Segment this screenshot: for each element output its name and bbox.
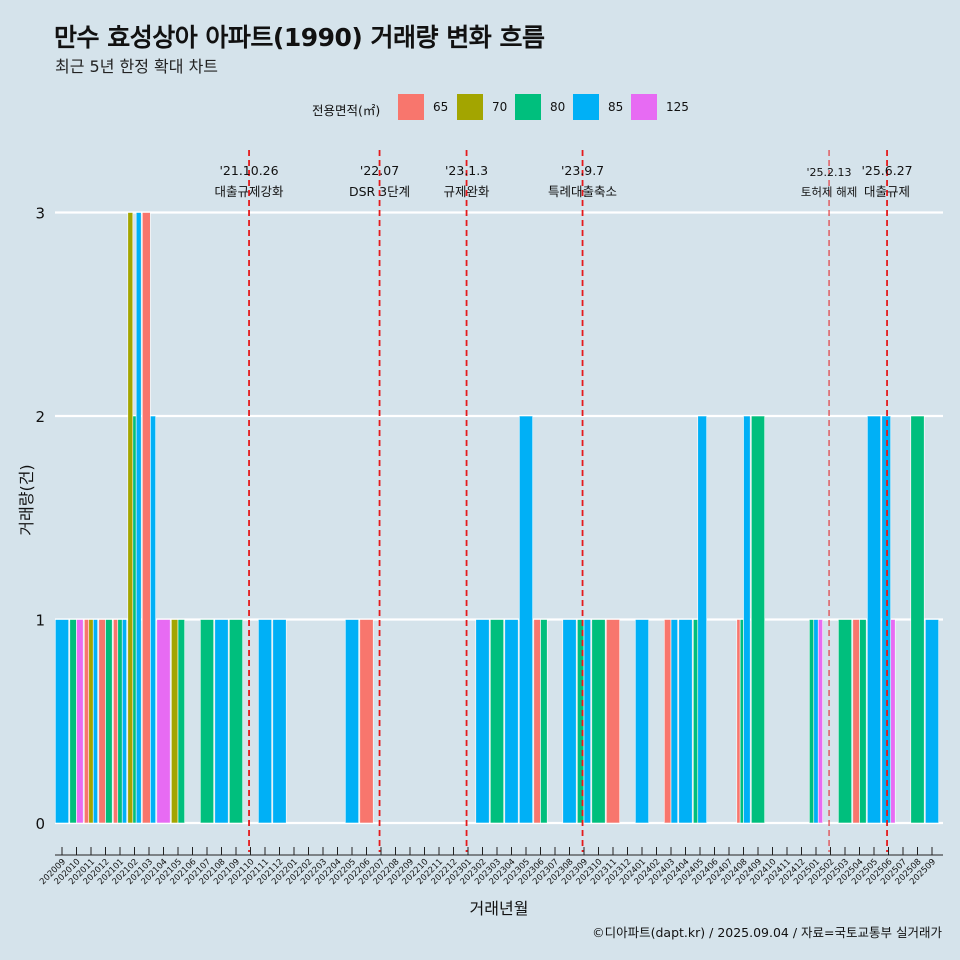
legend-swatch-65 [398,94,424,120]
bar-70-202105 [171,619,179,824]
bar-65-202011 [84,619,90,824]
y-tick-label: 1 [35,612,45,630]
bar-80-202012 [105,619,113,824]
bar-80-202501 [808,619,815,824]
bar-80-202105 [177,619,185,824]
bar-125-202010 [76,619,84,824]
legend-label-80: 80 [550,100,566,114]
legend-swatch-80 [515,94,541,120]
bar-65-202206 [359,619,374,824]
bar-80-202101 [117,619,123,824]
bar-125-202501 [817,619,824,824]
bar-65-202103 [142,212,151,824]
bar-80-202303 [489,619,504,824]
bar-85-202405 [697,415,707,824]
bar-65-202311 [605,619,620,824]
bar-80-202010 [69,619,77,824]
bar-80-202107 [200,619,215,824]
bar-80-202102 [132,415,137,824]
bar-85-202404 [678,619,693,824]
bar-80-202504 [859,619,867,824]
bar-65-202101 [113,619,119,824]
y-tick-label: 2 [35,408,45,426]
legend-swatch-125 [631,94,657,120]
bar-80-202508 [910,415,925,824]
chart-title: 만수 효성상아 아파트(1990) 거래량 변화 흐름 [54,23,545,52]
bar-80-202405 [692,619,699,824]
bar-70-202011 [88,619,94,824]
bar-80-202109 [229,619,244,824]
event-label-1: 대출규제강화 [215,184,285,199]
bar-85-202302 [475,619,490,824]
legend-swatch-70 [457,94,483,120]
bar-125-202506 [890,619,896,824]
bar-65-202306 [533,619,541,824]
bar-85-202102 [135,212,142,824]
bar-65-202012 [98,619,106,824]
legend: 전용면적(㎡) 65 70 80 85 125 [0,94,960,122]
bar-85-202103 [150,415,156,824]
legend-label-65: 65 [433,100,449,114]
y-axis-title: 거래량(건) [17,464,36,535]
bar-80-202409 [750,415,765,824]
bar-85-202305 [518,415,533,824]
event-label-4: 특례대출축소 [548,184,617,199]
bar-65-202403 [663,619,672,824]
legend-title: 전용면적(㎡) [312,103,381,118]
legend-label-85: 85 [608,100,624,114]
event-date-5: '25.2.13 [807,166,852,179]
event-date-3: '23.1.3 [445,163,488,178]
bar-85-202111 [257,619,272,824]
event-date-6: '25.6.27 [861,163,912,178]
event-label-2: DSR 3단계 [349,184,410,199]
event-date-2: '22.07 [360,163,399,178]
x-axis-title: 거래년월 [470,899,529,918]
bar-85-202403 [670,619,678,824]
event-label-5: 토허제 해제 [801,185,858,199]
bar-80-202310 [591,619,606,824]
bar-125-202104 [156,619,171,824]
bar-85-202505 [866,415,881,824]
event-date-4: '23.9.7 [561,163,604,178]
bar-85-202501 [813,619,819,824]
bar-85-202205 [344,619,359,824]
bar-85-202101 [121,619,127,824]
legend-label-70: 70 [492,100,508,114]
bar-85-202304 [504,619,519,824]
chart-subtitle: 최근 5년 한정 확대 차트 [55,57,219,76]
y-tick-label: 0 [35,815,45,833]
source-caption: ©디아파트(dapt.kr) / 2025.09.04 / 자료=국토교통부 실… [592,925,942,940]
bar-85-202009 [54,619,69,824]
bar-85-202112 [272,619,287,824]
bar-80-202408 [739,619,744,824]
bar-80-202306 [540,619,548,824]
bar-85-202309 [583,619,591,824]
legend-swatch-85 [573,94,599,120]
bar-85-202408 [743,415,751,824]
bar-85-202108 [214,619,229,824]
bar-85-202308 [562,619,577,824]
bar-85-202011 [92,619,98,824]
event-date-1: '21.10.26 [219,163,278,178]
bar-70-202102 [127,212,134,824]
bar-80-202503 [837,619,852,824]
bar-65-202408 [736,619,741,824]
bar-85-202401 [634,619,649,824]
bar-85-202509 [924,619,939,824]
bar-65-202504 [852,619,860,824]
event-label-3: 규제완화 [444,184,491,199]
y-tick-label: 3 [35,205,45,223]
event-label-6: 대출규제 [864,184,910,199]
legend-label-125: 125 [666,100,689,114]
